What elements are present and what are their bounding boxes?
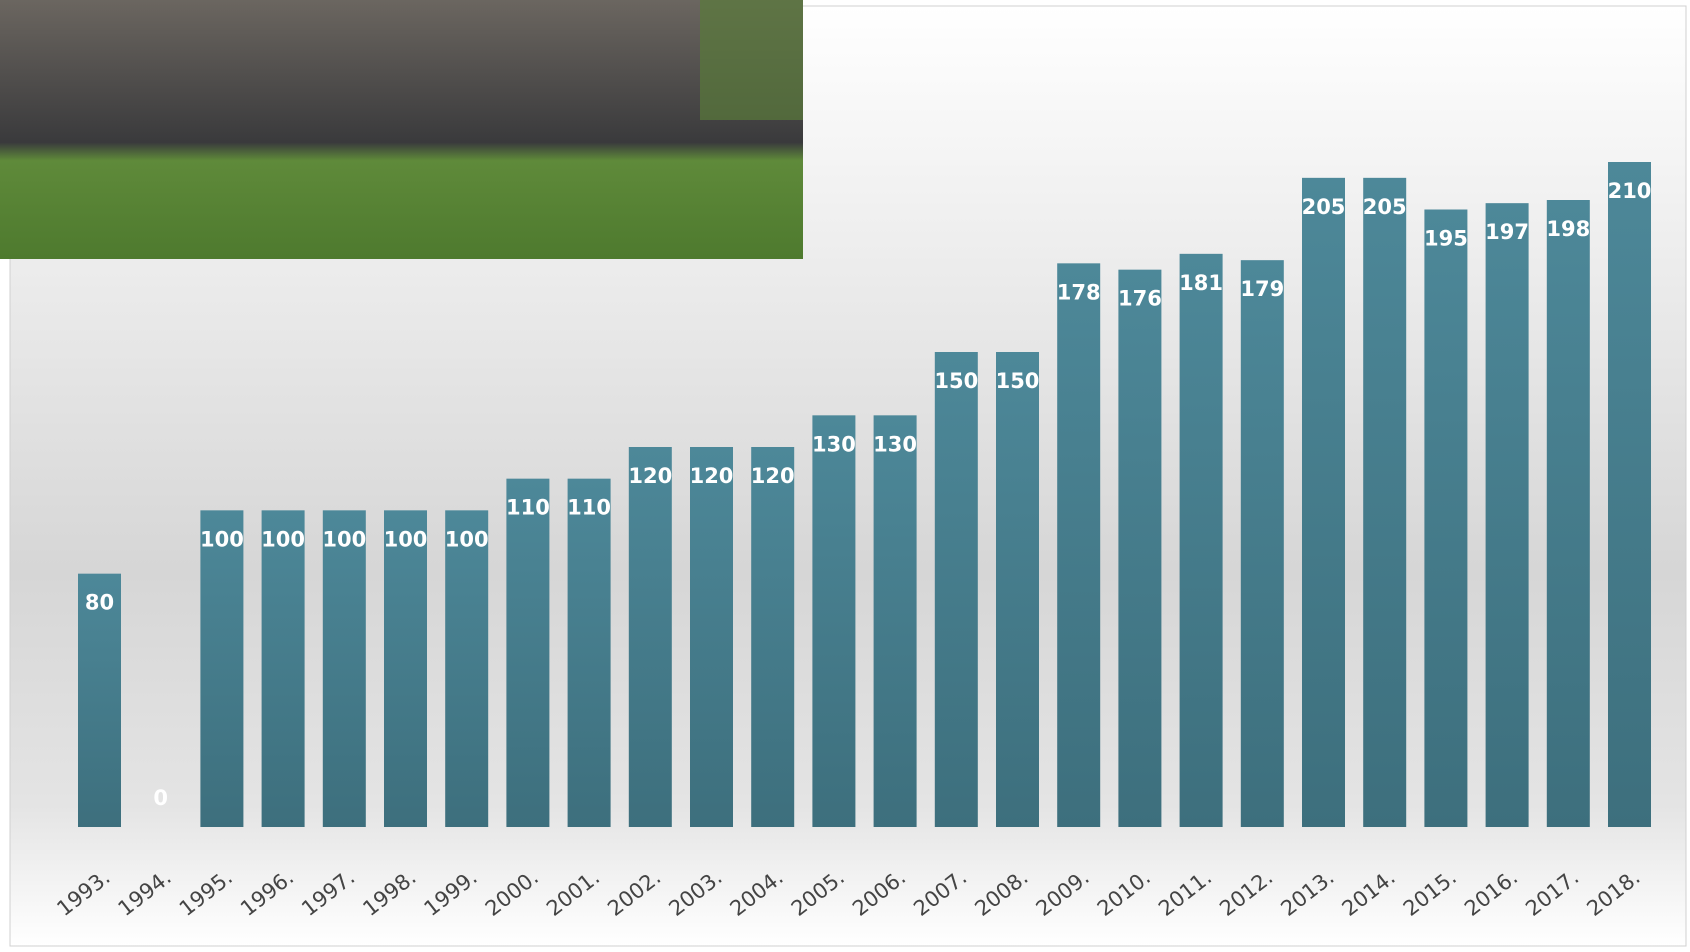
group-photo — [0, 0, 803, 259]
value-label: 100 — [261, 527, 305, 551]
value-label: 210 — [1608, 179, 1652, 203]
bar — [751, 447, 795, 827]
value-label: 130 — [812, 432, 856, 456]
bar — [1485, 203, 1529, 827]
bar — [1118, 269, 1162, 828]
photo-trees — [700, 0, 803, 120]
value-label: 100 — [384, 527, 428, 551]
bar — [261, 510, 305, 827]
bar — [628, 447, 672, 827]
bar — [1608, 162, 1651, 827]
value-label: 176 — [1118, 287, 1162, 311]
bar — [934, 352, 978, 827]
value-label: 110 — [506, 496, 550, 520]
value-label: 150 — [934, 369, 978, 393]
value-label: 120 — [690, 464, 734, 488]
bar — [996, 352, 1039, 827]
value-label: 100 — [200, 527, 244, 551]
bar — [1424, 209, 1468, 827]
value-label: 205 — [1302, 195, 1346, 219]
value-label: 130 — [873, 432, 917, 456]
value-label: 100 — [322, 527, 366, 551]
bar — [384, 510, 427, 827]
value-label: 179 — [1240, 277, 1284, 301]
bar — [200, 510, 244, 827]
bar — [1240, 260, 1284, 828]
value-label: 0 — [153, 786, 168, 810]
value-label: 150 — [996, 369, 1040, 393]
bar — [322, 510, 366, 827]
bar — [567, 478, 611, 827]
value-label: 197 — [1485, 220, 1529, 244]
value-label: 198 — [1546, 217, 1590, 241]
bar — [812, 415, 856, 827]
bar — [506, 478, 550, 827]
bar — [78, 573, 121, 827]
bar — [1302, 177, 1345, 828]
value-label: 195 — [1424, 227, 1468, 251]
value-label: 120 — [628, 464, 672, 488]
value-label: 181 — [1179, 271, 1223, 295]
bar — [1546, 200, 1590, 827]
bar — [873, 415, 917, 827]
value-label: 110 — [567, 496, 611, 520]
bar — [1363, 177, 1407, 828]
value-label: 120 — [751, 464, 795, 488]
value-label: 178 — [1057, 280, 1101, 304]
value-label: 205 — [1363, 195, 1407, 219]
bar — [1179, 253, 1223, 828]
bar — [1057, 263, 1101, 827]
bar — [445, 510, 489, 827]
value-label: 100 — [445, 527, 489, 551]
bar — [690, 447, 733, 827]
value-label: 80 — [85, 591, 114, 615]
